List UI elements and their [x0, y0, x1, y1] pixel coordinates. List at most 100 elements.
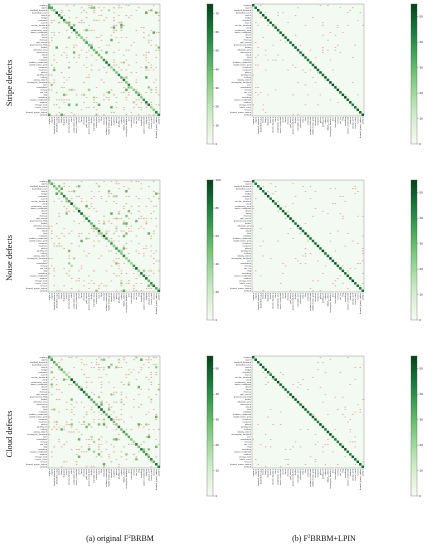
cell-annotation	[63, 186, 65, 187]
cell-annotation	[332, 451, 334, 453]
y-tick-label: terrace	[245, 460, 252, 463]
cell-annotation	[120, 283, 123, 284]
cell-annotation	[103, 82, 105, 83]
x-tick-label: cloud	[71, 292, 73, 298]
heatmap-cell	[107, 415, 111, 419]
y-tick-label: meadow	[39, 236, 47, 238]
cell-annotation	[143, 248, 145, 249]
cell-annotation	[95, 52, 98, 53]
x-tick-label: baseball_diamond	[54, 468, 56, 486]
cell-annotation	[58, 15, 60, 16]
cell-annotation	[53, 82, 55, 83]
y-tick-label: ground_track_field	[30, 220, 48, 223]
cell-annotation	[354, 446, 357, 448]
y-tick-label: commercial_area	[31, 205, 48, 208]
cell-annotation	[115, 183, 118, 185]
cell-annotation	[95, 114, 98, 116]
cell-annotation	[93, 225, 95, 227]
y-tick-label: palace	[41, 72, 48, 74]
x-tick-label: palace	[320, 292, 322, 299]
cell-annotation	[125, 362, 128, 363]
x-tick-label: roundabout	[334, 117, 337, 128]
x-tick-label: baseball_diamond	[258, 292, 260, 310]
y-tick-label: terrace	[41, 108, 48, 111]
cell-annotation	[70, 384, 73, 385]
cell-annotation	[264, 49, 267, 51]
cell-annotation	[88, 275, 90, 277]
cell-annotation	[88, 446, 90, 448]
y-tick-label: golf_course	[36, 217, 48, 220]
cell-annotation	[110, 406, 113, 408]
y-tick-label: airport	[245, 182, 251, 185]
x-tick-label: baseball_diamond	[258, 468, 260, 486]
cell-annotation	[158, 444, 160, 445]
y-tick-label: forest	[42, 388, 48, 391]
y-tick-label: beach	[41, 15, 48, 17]
cell-annotation	[354, 186, 357, 187]
cell-annotation	[73, 5, 75, 6]
cell-annotation	[294, 441, 297, 443]
cell-annotation	[113, 439, 115, 440]
heatmap-cell	[107, 239, 111, 243]
cell-annotation	[145, 288, 148, 289]
cell-annotation	[128, 49, 130, 51]
cell-annotation	[279, 39, 282, 41]
cell-annotation	[58, 112, 60, 113]
x-tick-label: medium_residential	[309, 468, 312, 487]
cell-annotation	[289, 449, 292, 450]
cell-annotation	[145, 69, 148, 71]
cell-annotation	[148, 270, 150, 272]
cell-annotation	[259, 444, 262, 445]
heatmap-cell	[279, 383, 282, 386]
x-tick-label: mobile_home_park	[108, 116, 111, 135]
x-tick-label: medium_residential	[105, 116, 108, 135]
heatmap-cell	[281, 209, 285, 213]
cell-annotation	[352, 240, 354, 242]
cell-annotation	[354, 379, 357, 380]
heatmap-cell	[115, 71, 118, 74]
cell-annotation	[53, 200, 55, 202]
x-tick-label: baseball_diamond	[258, 116, 260, 134]
cell-annotation	[80, 265, 83, 267]
colorbar-tick-label: 0	[216, 494, 218, 498]
cell-annotation	[322, 49, 324, 51]
cell-annotation	[357, 191, 359, 192]
colorbar-tick-label: 20	[216, 290, 220, 294]
x-tick-label: circular_farmland	[68, 468, 71, 485]
heatmap-cell	[80, 212, 83, 215]
x-tick-label: church	[269, 116, 272, 123]
cell-annotation	[105, 44, 108, 46]
cell-annotation	[83, 64, 85, 66]
y-tick-label: meadow	[243, 236, 251, 238]
cell-annotation	[342, 414, 344, 415]
cell-annotation	[53, 59, 55, 61]
cell-annotation	[259, 92, 262, 93]
cell-annotation	[150, 250, 153, 252]
heatmap-cell	[314, 66, 317, 69]
heatmap-cell	[326, 78, 330, 82]
cell-annotation	[120, 290, 123, 292]
cell-annotation	[53, 69, 55, 71]
x-tick-label: rectangular_farmland	[125, 468, 128, 488]
x-tick-label: island	[303, 292, 305, 298]
y-tick-label: roundabout	[36, 438, 47, 441]
cell-annotation	[70, 27, 73, 28]
cell-annotation	[359, 12, 362, 14]
cell-annotation	[70, 265, 73, 267]
x-tick-label: lake	[305, 292, 307, 297]
cell-annotation	[88, 439, 90, 440]
cell-annotation	[252, 74, 254, 76]
x-tick-label: airport	[50, 293, 53, 299]
cell-annotation	[98, 15, 100, 16]
cell-annotation	[88, 449, 90, 450]
y-tick-label: meadow	[39, 60, 47, 62]
heatmap-cell	[321, 425, 325, 429]
cell-annotation	[254, 87, 257, 88]
cell-annotation	[314, 444, 317, 445]
cell-annotation	[90, 198, 93, 200]
cell-annotation	[110, 250, 113, 252]
cell-annotation	[120, 27, 123, 28]
cell-annotation	[344, 94, 347, 96]
cell-annotation	[332, 283, 334, 284]
y-tick-label: airport	[41, 6, 47, 9]
